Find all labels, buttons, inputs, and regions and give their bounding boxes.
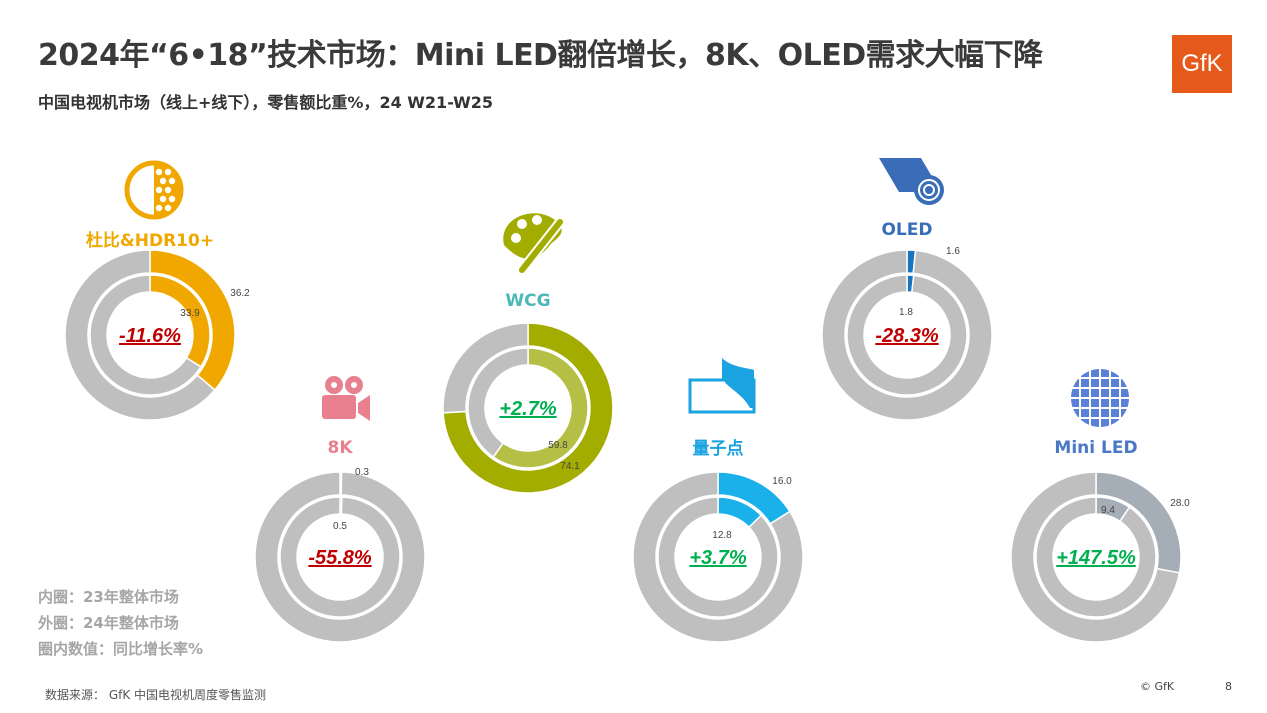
outer-2024-segment: [442, 322, 614, 494]
category-label: OLED: [881, 220, 932, 240]
outer-value-label: 74.1: [560, 461, 580, 472]
donut-5: Mini LED 28.0 9.4 +147.5%: [1010, 369, 1190, 643]
donut-2: WCG 74.1 59.8 +2.7%: [442, 213, 614, 494]
inner-2023-rest: [1035, 496, 1157, 618]
inner-value-label: 12.8: [712, 530, 732, 541]
outer-value-label: 0.3: [355, 467, 369, 478]
outer-2024-rest: [632, 471, 804, 643]
category-label: 杜比&HDR10+: [86, 230, 214, 251]
growth-label: +2.7%: [499, 398, 556, 420]
legend-center: 圈内数值：同比增长率%: [38, 640, 204, 658]
outer-value-label: 16.0: [772, 476, 792, 487]
outer-2024-rest: [254, 471, 426, 643]
inner-2023-rest: [89, 274, 202, 396]
page-number: 8: [1225, 680, 1232, 693]
page-subtitle: 中国电视机市场（线上+线下），零售额比重%，24 W21-W25: [38, 93, 494, 112]
outer-2024-rest: [64, 249, 216, 421]
gfk-logo: GfK: [1172, 35, 1232, 93]
hdr-icon: [124, 160, 184, 220]
growth-label: -11.6%: [119, 325, 181, 347]
category-label: 8K: [327, 438, 353, 458]
legend-inner: 内圈：23年整体市场: [38, 588, 179, 606]
growth-label: +3.7%: [689, 547, 746, 569]
growth-label: -28.3%: [875, 325, 939, 347]
inner-2023-segment: [492, 347, 589, 469]
roll-screen-icon: [879, 158, 944, 205]
outer-value-label: 1.6: [946, 246, 960, 257]
globe-grid-icon: [1071, 369, 1129, 427]
growth-label: +147.5%: [1056, 547, 1136, 569]
category-label: WCG: [505, 291, 550, 311]
inner-value-label: 0.5: [333, 521, 347, 532]
inner-value-label: 59.8: [548, 440, 568, 451]
donut-4: OLED 1.6 1.8 -28.3%: [821, 158, 993, 421]
data-source: 数据来源： GfK 中国电视机周度零售监测: [45, 688, 267, 702]
outer-value-label: 36.2: [230, 288, 250, 299]
inner-value-label: 9.4: [1101, 505, 1115, 516]
donut-0: 杜比&HDR10+ 36.2 33.9 -11.6%: [64, 160, 250, 421]
inner-2023-rest: [467, 347, 529, 459]
donut-1: 8K0.3 0.5 -55.8%: [254, 376, 426, 643]
outer-value-label: 28.0: [1170, 498, 1190, 509]
category-label: 量子点: [693, 438, 744, 459]
category-label: Mini LED: [1054, 438, 1137, 458]
inner-2023-rest: [657, 496, 779, 618]
legend-outer: 外圈：24年整体市场: [38, 614, 179, 632]
palette-icon: [503, 213, 564, 274]
outer-2024-rest: [442, 322, 529, 414]
growth-label: -55.8%: [308, 547, 372, 569]
donut-3: 量子点 16.0 12.8 +3.7%: [632, 358, 804, 643]
curved-screen-icon: [688, 358, 756, 414]
film-camera-icon: [322, 376, 370, 421]
page-title: 2024年“6•18”技术市场：Mini LED翻倍增长，8K、OLED需求大幅…: [38, 38, 1043, 73]
inner-2023-rest: [846, 274, 968, 396]
copyright: © GfK: [1140, 680, 1175, 693]
inner-value-label: 1.8: [899, 307, 913, 318]
logo-text: GfK: [1181, 50, 1223, 77]
outer-2024-rest: [1010, 471, 1181, 643]
inner-2023-rest: [279, 496, 401, 618]
outer-2024-rest: [821, 249, 993, 421]
inner-value-label: 33.9: [180, 308, 200, 319]
legend: 内圈：23年整体市场 外圈：24年整体市场 圈内数值：同比增长率%: [38, 584, 203, 662]
